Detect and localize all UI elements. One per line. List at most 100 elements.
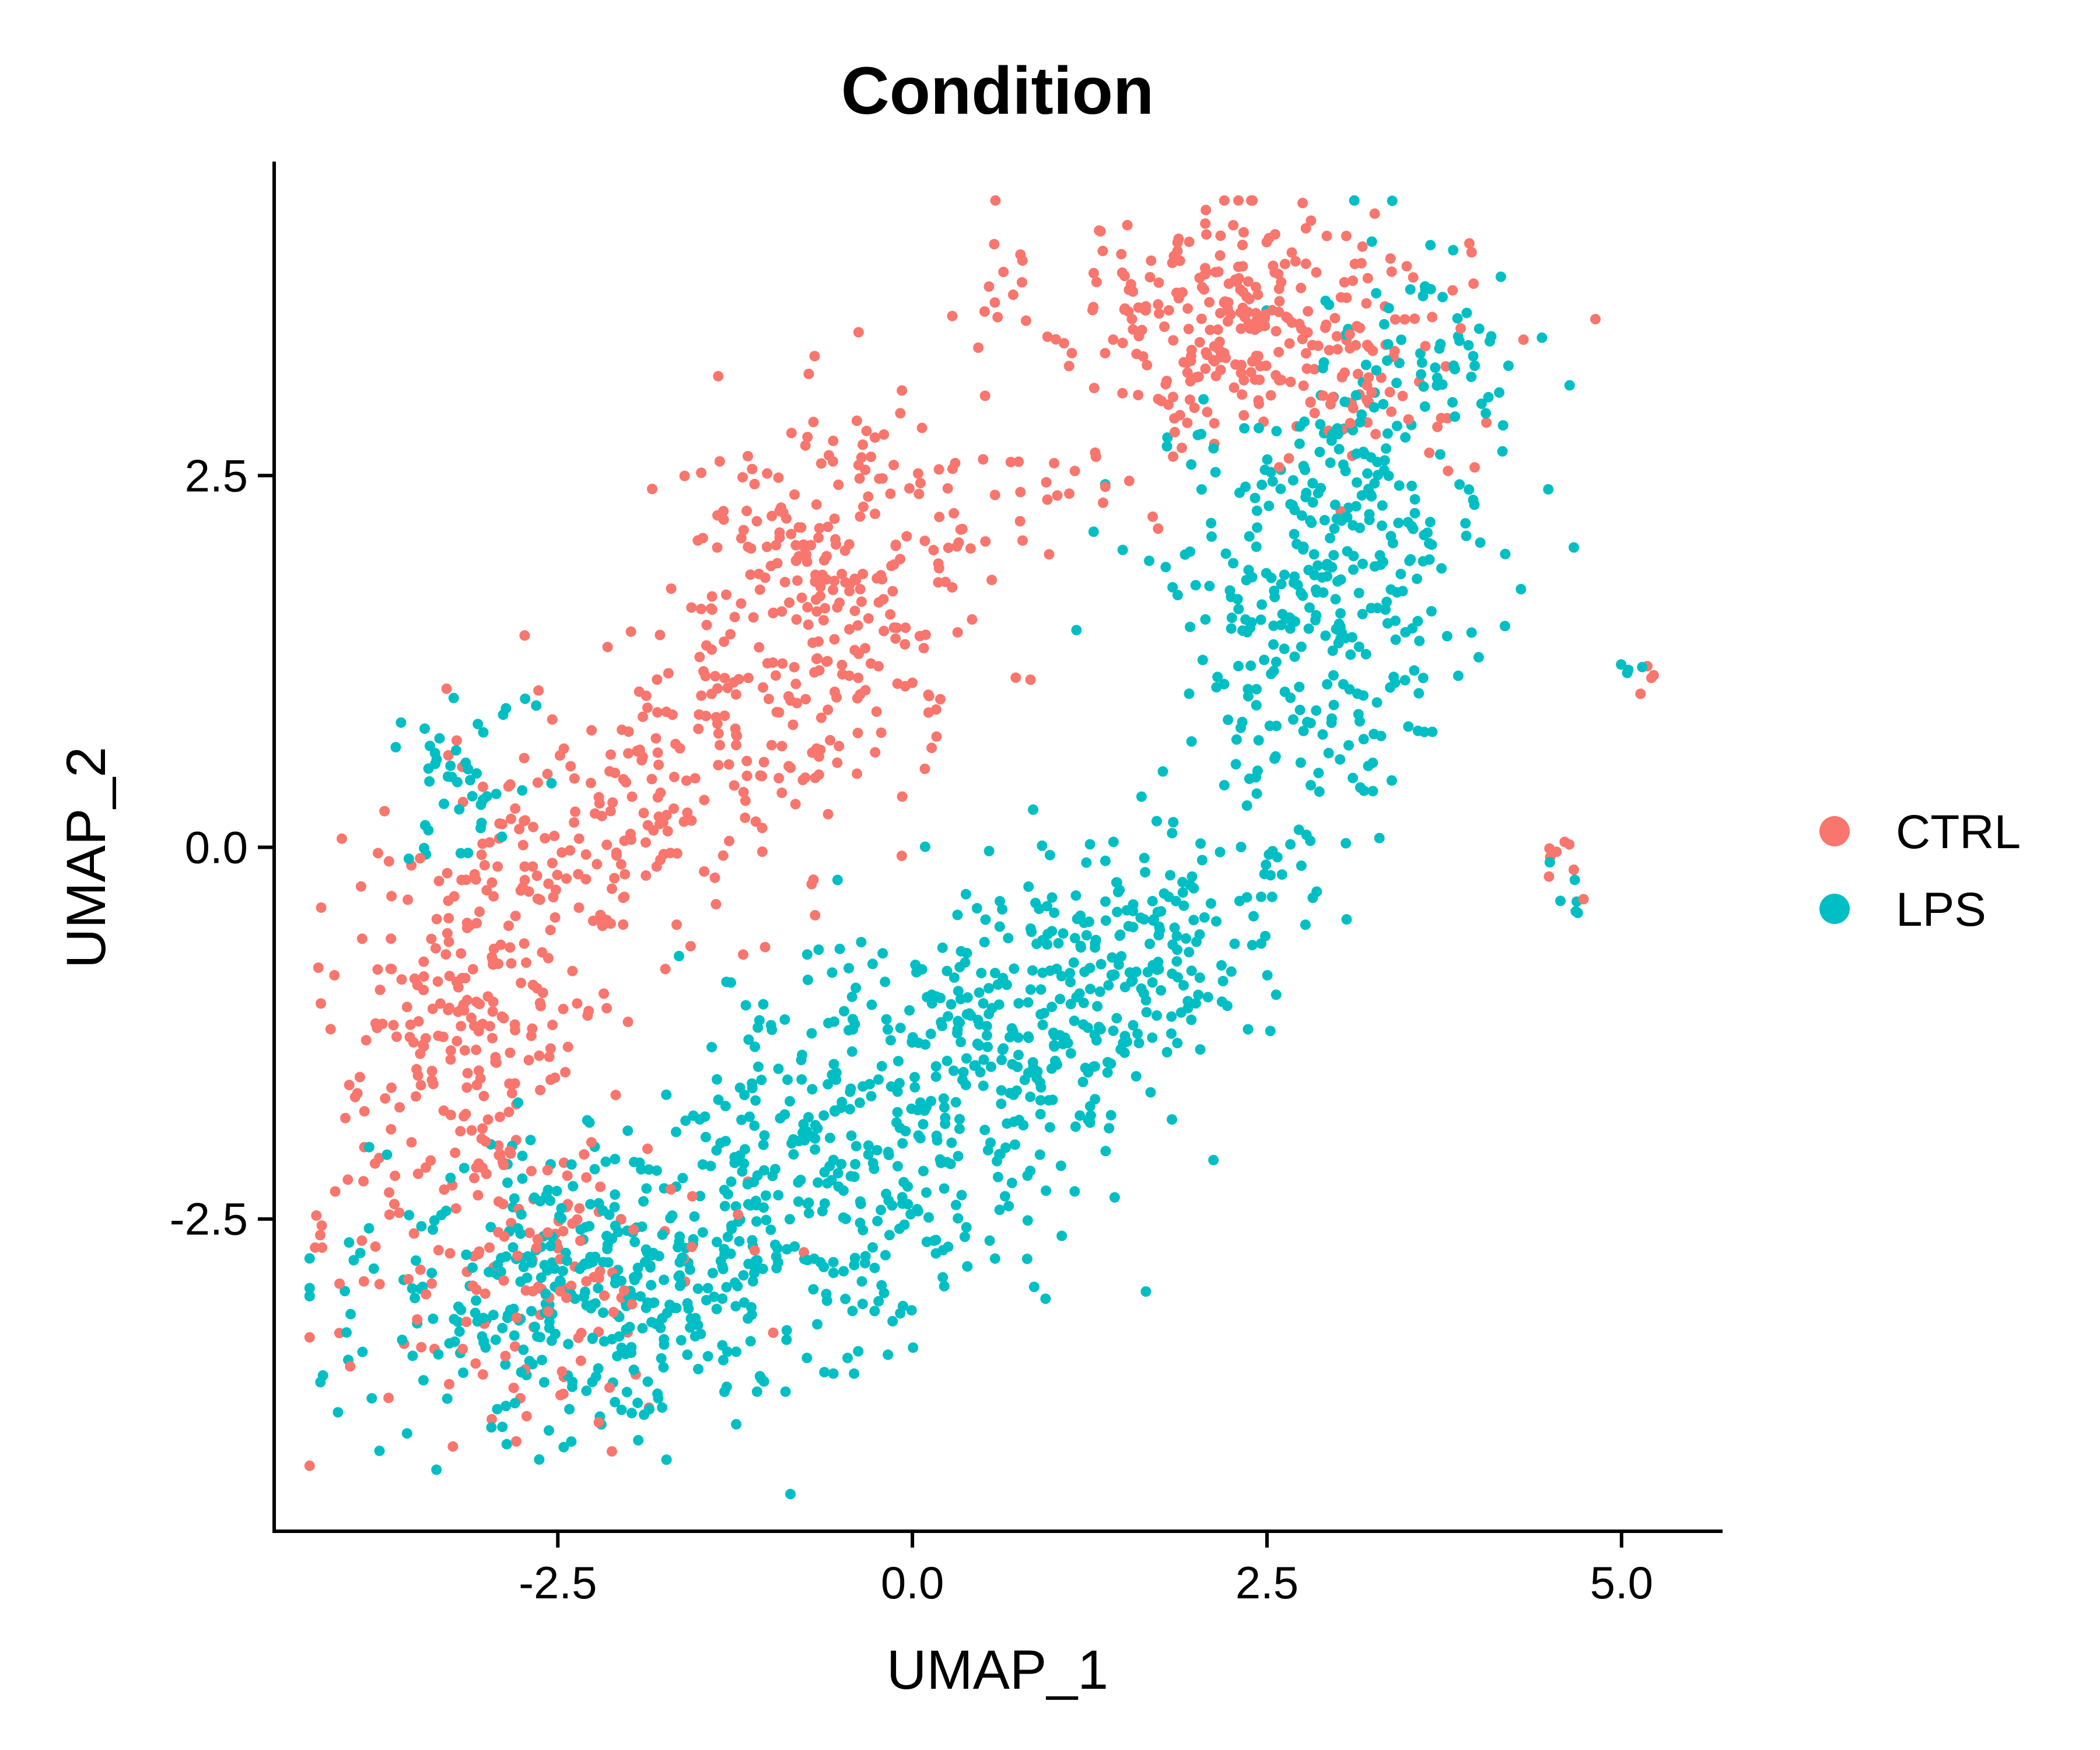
data-point-ctrl — [738, 524, 749, 536]
data-point-lps — [1160, 562, 1171, 573]
data-point-ctrl — [1436, 412, 1447, 424]
data-point-lps — [1094, 986, 1105, 997]
data-point-lps — [656, 1353, 667, 1364]
data-point-ctrl — [790, 678, 802, 690]
data-point-lps — [1147, 977, 1158, 988]
data-point-ctrl — [869, 432, 880, 443]
data-point-ctrl — [1184, 394, 1195, 405]
data-point-ctrl — [1063, 360, 1074, 372]
data-point-lps — [610, 1154, 621, 1164]
data-point-ctrl — [430, 943, 441, 954]
data-point-ctrl — [900, 681, 911, 692]
data-point-lps — [1040, 1293, 1051, 1304]
data-point-ctrl — [751, 516, 762, 527]
data-point-lps — [892, 1086, 903, 1097]
data-point-lps — [517, 1173, 528, 1184]
data-point-ctrl — [686, 1241, 697, 1252]
data-point-lps — [1251, 505, 1262, 516]
data-point-lps — [1266, 572, 1277, 583]
data-point-lps — [1397, 586, 1408, 597]
data-point-ctrl — [919, 764, 930, 774]
data-point-lps — [806, 1028, 817, 1039]
data-point-ctrl — [820, 603, 831, 614]
data-point-lps — [1035, 1095, 1046, 1106]
data-point-ctrl — [642, 702, 653, 713]
data-point-ctrl — [860, 464, 871, 475]
data-point-ctrl — [1329, 313, 1340, 324]
data-point-ctrl — [1578, 894, 1589, 905]
data-point-lps — [1569, 874, 1580, 886]
data-point-ctrl — [602, 642, 613, 653]
data-point-ctrl — [531, 983, 542, 994]
data-point-ctrl — [421, 1289, 432, 1300]
data-point-lps — [1108, 1026, 1119, 1037]
data-point-ctrl — [715, 740, 725, 751]
data-point-ctrl — [1117, 337, 1128, 348]
data-point-lps — [1407, 623, 1418, 634]
data-point-ctrl — [1237, 302, 1248, 313]
data-point-ctrl — [412, 979, 423, 991]
data-point-lps — [587, 1332, 598, 1343]
data-point-lps — [853, 1346, 864, 1357]
data-point-lps — [956, 1037, 967, 1048]
data-point-lps — [1136, 791, 1147, 802]
data-point-lps — [423, 763, 434, 774]
data-point-lps — [872, 1144, 883, 1156]
data-point-ctrl — [853, 327, 864, 338]
data-point-lps — [1252, 765, 1263, 776]
data-point-lps — [819, 1198, 830, 1209]
data-point-lps — [636, 1164, 647, 1175]
data-point-lps — [955, 993, 966, 1005]
y-tick-label: -2.5 — [170, 1194, 248, 1245]
data-point-lps — [796, 1074, 807, 1085]
data-point-lps — [1184, 947, 1195, 958]
data-point-lps — [1025, 923, 1036, 934]
data-point-ctrl — [814, 665, 825, 676]
data-point-ctrl — [1390, 314, 1401, 325]
data-point-ctrl — [1408, 272, 1419, 283]
data-point-ctrl — [1273, 346, 1284, 358]
data-point-lps — [1219, 678, 1230, 690]
data-point-lps — [593, 1363, 604, 1374]
data-point-ctrl — [741, 755, 752, 766]
data-point-ctrl — [803, 369, 814, 379]
data-point-ctrl — [505, 1146, 516, 1156]
data-point-lps — [610, 1189, 621, 1200]
data-point-ctrl — [480, 1136, 491, 1147]
data-point-lps — [1165, 870, 1176, 881]
data-point-lps — [544, 1322, 555, 1334]
data-point-lps — [1136, 983, 1147, 994]
data-point-lps — [1239, 423, 1250, 434]
data-point-lps — [549, 1263, 560, 1274]
data-point-ctrl — [661, 810, 672, 821]
data-point-lps — [1251, 788, 1262, 799]
data-point-ctrl — [973, 342, 984, 353]
data-point-lps — [1374, 550, 1385, 561]
data-point-lps — [667, 1210, 678, 1221]
data-point-ctrl — [459, 1045, 470, 1056]
data-point-lps — [1186, 965, 1197, 977]
data-point-ctrl — [1468, 278, 1479, 289]
data-point-ctrl — [895, 408, 906, 419]
data-point-lps — [1307, 892, 1318, 904]
data-point-lps — [1088, 526, 1099, 537]
data-point-ctrl — [1200, 363, 1211, 374]
data-point-ctrl — [441, 683, 452, 694]
data-point-lps — [836, 1158, 847, 1170]
data-point-ctrl — [440, 949, 452, 960]
data-point-ctrl — [531, 1242, 542, 1254]
data-point-lps — [856, 937, 867, 948]
data-point-ctrl — [694, 709, 705, 720]
data-point-ctrl — [356, 933, 368, 944]
data-point-ctrl — [412, 1168, 424, 1180]
data-point-ctrl — [526, 1166, 537, 1177]
data-point-lps — [1364, 514, 1375, 526]
data-point-ctrl — [745, 569, 756, 580]
data-point-lps — [1222, 1000, 1233, 1012]
data-point-lps — [1311, 705, 1322, 716]
data-point-lps — [1078, 998, 1089, 1009]
data-point-ctrl — [837, 669, 848, 680]
data-point-lps — [1369, 561, 1380, 572]
data-point-ctrl — [547, 1020, 558, 1030]
data-point-lps — [1348, 551, 1359, 562]
